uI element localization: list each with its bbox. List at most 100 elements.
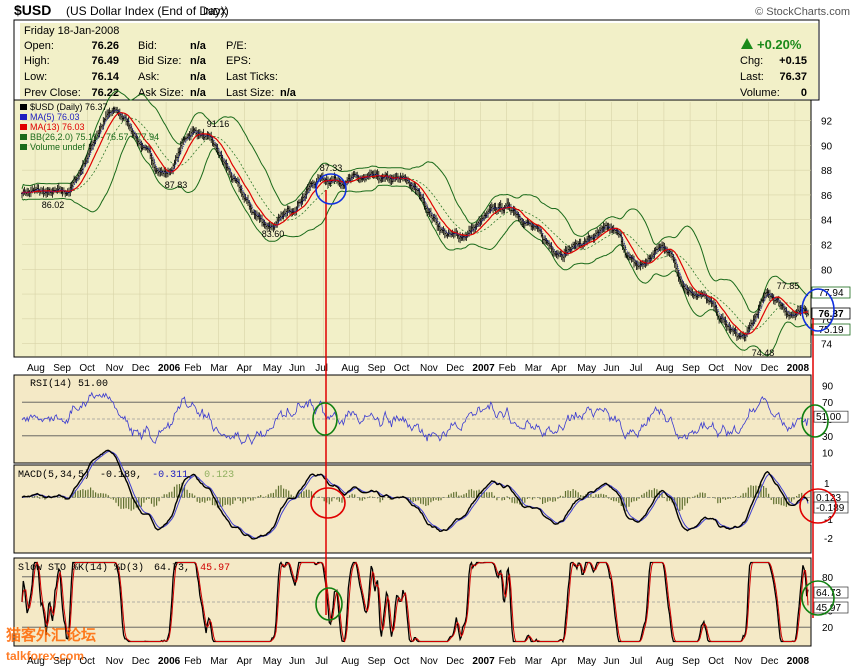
- last-size-value: n/a: [280, 87, 297, 99]
- price-bars: [21, 106, 809, 342]
- open-label: Open:: [24, 40, 54, 52]
- time-axis-label: Apr: [551, 363, 567, 374]
- high-label: High:: [24, 55, 50, 67]
- time-axis-label: 2007: [472, 363, 495, 374]
- moving-averages: [21, 109, 809, 337]
- indicator-right-label-box: [813, 501, 849, 514]
- time-axis-label: 2006: [158, 363, 181, 374]
- price-tick-label: 82: [821, 240, 833, 251]
- price-tick-label: 92: [821, 117, 833, 128]
- ask-size-value: n/a: [190, 87, 207, 99]
- symbol: $USD: [14, 2, 51, 18]
- price-annotation: 91.16: [207, 119, 230, 129]
- sto-panel: 80604020 Slow STO %K(14) %D(3) 64.73, 45…: [13, 557, 834, 647]
- time-axis-label: Sep: [682, 656, 700, 667]
- last-label: Last:: [740, 71, 764, 83]
- exchange: INDX: [203, 7, 227, 18]
- time-axis-label: Jul: [630, 656, 643, 667]
- time-axis-label: Jun: [289, 363, 305, 374]
- macd-signal-line: [21, 450, 809, 539]
- time-axis-label: Sep: [368, 363, 386, 374]
- time-axis-label: 2008: [787, 656, 810, 667]
- macd-legend-hist: 0.123: [204, 470, 234, 481]
- bid-label: Bid:: [138, 40, 157, 52]
- time-axis-label: Aug: [656, 363, 674, 374]
- time-axis-label: Nov: [420, 363, 438, 374]
- time-axis-label: Jun: [603, 363, 619, 374]
- price-legend-item: MA(13) 76.03: [30, 122, 85, 132]
- time-axis-label: Apr: [237, 363, 253, 374]
- time-axis-label: Dec: [132, 363, 150, 374]
- rsi-tick-label: 30: [822, 432, 834, 443]
- price-annotations: 91.16 87.33 86.02 87.83 83.60 77.85 74.48: [42, 119, 800, 358]
- time-axis-label: Nov: [734, 363, 752, 374]
- time-axis-label: Oct: [708, 363, 724, 374]
- time-axis-label: Aug: [27, 363, 45, 374]
- macd-histogram: [23, 482, 808, 512]
- time-axis-label: Oct: [394, 363, 410, 374]
- time-axis-label: Dec: [446, 656, 464, 667]
- price-right-label: 75.19: [818, 325, 843, 336]
- time-axis-label: Jul: [315, 363, 328, 374]
- source-credit: © StockCharts.com: [755, 6, 850, 18]
- time-axis-label: Jun: [289, 656, 305, 667]
- macd-legend: MACD(5,34,5) -0.189, -0.311, 0.123: [18, 469, 234, 481]
- price-tick-label: 74: [821, 340, 833, 351]
- time-axis-label: 2006: [158, 656, 181, 667]
- macd-legend-macd: -0.189,: [100, 470, 142, 481]
- time-axis-label: Oct: [79, 656, 95, 667]
- time-axis-top: Aug Sep Oct Nov Dec 2006 Feb Mar Apr May Jun Jul Aug…: [27, 363, 809, 374]
- sto-d-line: [21, 561, 809, 643]
- bid-size-label: Bid Size:: [138, 55, 181, 67]
- volume-label: Volume:: [740, 87, 780, 99]
- price-tick-label: 90: [821, 141, 833, 152]
- circle-sto-right: [801, 580, 835, 616]
- analysis-annotations: [310, 173, 837, 621]
- indicator-right-label-box: [813, 410, 849, 423]
- time-axis-label: Nov: [106, 363, 124, 374]
- time-axis-label: 2008: [787, 363, 810, 374]
- time-axis-label: Sep: [53, 656, 71, 667]
- sto-grid: [22, 576, 811, 628]
- time-axis-label: Jul: [630, 363, 643, 374]
- time-axis-label: Sep: [368, 656, 386, 667]
- price-annotation: 74.48: [752, 348, 775, 358]
- symbol-name: (US Dollar Index (End of Day)): [66, 4, 229, 18]
- sto-series: [21, 561, 809, 644]
- indicator-right-label: 51.00: [816, 412, 841, 423]
- time-axis-label: Oct: [79, 363, 95, 374]
- low-label: Low:: [24, 71, 47, 83]
- chg-label: Chg:: [740, 55, 763, 67]
- time-axis-label: Aug: [341, 656, 359, 667]
- price-annotation: 86.02: [42, 200, 65, 210]
- legend-swatch: [20, 114, 27, 120]
- rsi-grid: [22, 401, 811, 437]
- time-axis-label: Apr: [237, 656, 253, 667]
- price-legend-item: BB(26,2.0) 75.19 - 76.57 - 77.94: [30, 132, 159, 142]
- last-value: 76.37: [779, 71, 807, 83]
- last-size-label: Last Size:: [226, 87, 274, 99]
- price-legend-item: Volume undef: [30, 142, 86, 152]
- time-axis-label: Apr: [551, 656, 567, 667]
- time-axis-label: Dec: [132, 656, 150, 667]
- time-axis-label: Feb: [499, 363, 517, 374]
- macd-tick-label: 1: [824, 479, 830, 490]
- price-annotation: 83.60: [262, 229, 285, 239]
- circle-rsi-left: [312, 402, 338, 436]
- time-axis-label: Mar: [525, 656, 543, 667]
- time-axis-label: Feb: [499, 656, 517, 667]
- time-axis-label: Dec: [761, 363, 779, 374]
- circle-price-right: [801, 288, 835, 332]
- legend-swatch: [20, 134, 27, 140]
- watermark: 猫客外汇论坛 talkforex.com: [6, 626, 96, 663]
- pe-label: P/E:: [226, 40, 247, 52]
- price-tick-label: 88: [821, 166, 833, 177]
- time-axis-label: Nov: [420, 656, 438, 667]
- time-axis-label: Mar: [210, 363, 228, 374]
- time-axis-bottom: Aug Sep Oct Nov Dec 2006 Feb Mar Apr May Jun Jul Aug…: [27, 656, 809, 667]
- macd-line: [21, 449, 809, 540]
- watermark-cn: 猫客外汇论坛: [6, 626, 96, 644]
- time-axis-label: May: [577, 656, 596, 667]
- price-annotation: 87.33: [320, 163, 343, 173]
